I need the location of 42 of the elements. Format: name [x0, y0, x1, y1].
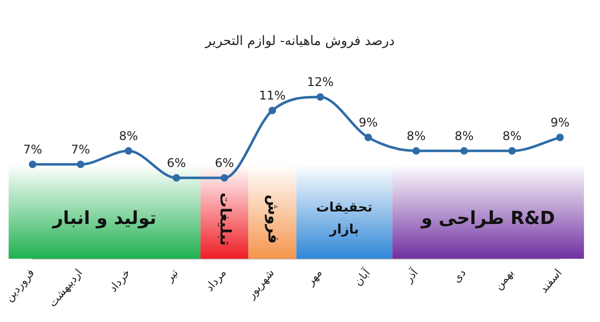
x-tick-label: آذر	[400, 265, 422, 286]
point	[508, 147, 516, 155]
point	[172, 174, 180, 182]
data-label: 11%	[258, 88, 286, 103]
chart-title: درصد فروش ماهیانه- لوازم التحریر	[204, 34, 396, 49]
x-tick-label: دی	[450, 266, 469, 286]
band-label: فروش	[264, 194, 282, 244]
data-label: 6%	[214, 156, 234, 170]
data-label: 8%	[454, 129, 474, 144]
band-label: تبلیغات	[216, 192, 234, 246]
x-tick-label: اردیبهشت	[46, 266, 86, 310]
point	[316, 93, 324, 101]
data-label: 7%	[71, 142, 90, 157]
data-label: 8%	[502, 129, 522, 144]
band-label: تحقیقات بازار	[316, 200, 372, 238]
data-label: 12%	[306, 75, 334, 90]
band-label: تولید و انبار	[52, 208, 156, 229]
x-tick-label: اسفند	[537, 266, 564, 296]
x-tick-label: مرداد	[202, 266, 229, 294]
point	[124, 147, 132, 155]
data-label: 7%	[23, 142, 42, 157]
point	[556, 134, 564, 142]
point	[220, 174, 228, 182]
point	[28, 160, 36, 168]
x-tick-label: بهمن	[492, 266, 517, 292]
point	[76, 160, 84, 168]
band-label: طراحی و R&D	[420, 208, 555, 229]
data-label: 8%	[406, 129, 426, 144]
data-label: 9%	[358, 116, 378, 130]
point	[364, 134, 372, 142]
x-tick-label: تیر	[162, 266, 181, 286]
x-tick-label: خرداد	[106, 266, 133, 295]
x-tick-label: مهر	[303, 266, 325, 289]
x-tick-label: فروردین	[2, 266, 38, 304]
x-tick-label: شهریور	[244, 266, 277, 302]
point	[412, 147, 420, 155]
data-label: 6%	[166, 156, 186, 170]
data-label: 8%	[118, 129, 138, 144]
point	[460, 147, 468, 155]
data-label: 9%	[550, 116, 570, 130]
x-tick-label: آبان	[350, 265, 374, 288]
point	[268, 106, 276, 114]
